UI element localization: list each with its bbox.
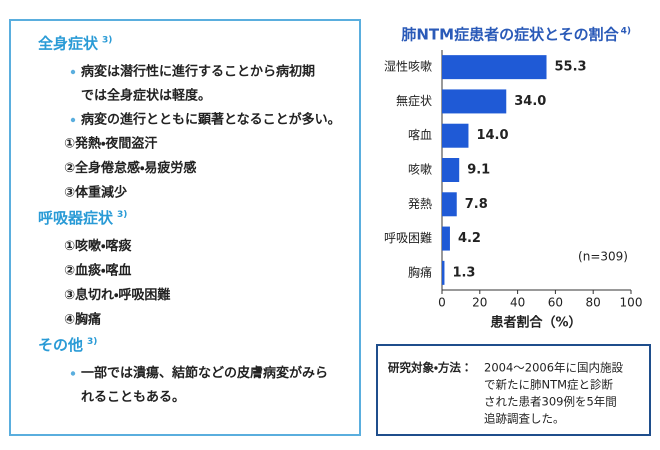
item-text: ④胸痛	[64, 312, 101, 328]
note-line: された患者309例を5年間	[484, 395, 617, 409]
section-ref: 3)	[117, 210, 127, 220]
y-tick-label: 胸痛	[408, 264, 432, 279]
bar	[442, 260, 445, 285]
item-text: 病変の進行とともに顕著となることが多い。	[81, 112, 341, 128]
note-label: 研究対象・方法：	[388, 361, 472, 375]
item-text: ①発熱・夜間盗汗	[64, 136, 157, 152]
x-tick-label: 40	[510, 296, 525, 310]
bar	[442, 158, 460, 182]
x-tick-label: 60	[548, 296, 563, 310]
bar	[442, 192, 457, 217]
x-tick-label: 80	[586, 296, 601, 310]
note-line: 追跡調査した。	[484, 412, 565, 426]
item-text: ③体重減少	[64, 185, 127, 201]
bullet	[70, 371, 76, 376]
bar	[442, 55, 547, 80]
chart-title: 肺NTM症患者の症状とその割合	[401, 26, 619, 44]
item-text: ②全身倦怠感・易疲労感	[64, 160, 196, 176]
x-axis-label: 患者割合（%）	[490, 315, 581, 331]
x-tick-label: 0	[438, 296, 446, 310]
item-text: ②血痰・喀血	[64, 263, 131, 279]
note-line: で新たに肺NTM症と診断	[484, 378, 614, 392]
section-ref: 3)	[102, 36, 112, 46]
y-tick-label: 無症状	[396, 93, 432, 108]
section-heading: その他	[38, 336, 83, 354]
value-label: 9.1	[467, 163, 490, 178]
bar	[442, 226, 450, 251]
item-text: ③息切れ・呼吸困難	[64, 287, 170, 303]
bar	[442, 123, 469, 148]
section-heading: 呼吸器症状	[38, 209, 114, 227]
y-tick-label: 咳嗽	[408, 163, 432, 177]
item-text: 一部では潰瘍、結節などの皮膚病変がみら	[81, 365, 328, 381]
y-tick-label: 呼吸困難	[384, 230, 432, 245]
value-label: 55.3	[555, 60, 587, 75]
value-label: 4.2	[458, 231, 481, 246]
item-text: ①咳嗽・喀痰	[64, 238, 132, 254]
bar	[442, 89, 507, 114]
note-box	[376, 344, 651, 436]
item-text: 病変は潜行性に進行することから病初期	[81, 64, 315, 80]
item-text: では全身症状は軽度。	[81, 88, 211, 104]
value-label: 7.8	[465, 197, 488, 212]
item-text: れることもある。	[81, 390, 185, 405]
symptom-box	[9, 19, 361, 436]
chart-title-ref: 4)	[621, 27, 631, 37]
section-ref: 3)	[87, 337, 97, 347]
section-heading: 全身症状	[38, 35, 99, 53]
y-tick-label: 発熱	[408, 197, 432, 211]
y-tick-label: 湿性咳嗽	[384, 59, 432, 74]
value-label: 1.3	[452, 265, 475, 280]
bullet	[70, 69, 76, 75]
x-tick-label: 20	[472, 296, 487, 310]
annotation: (n=309)	[578, 250, 628, 264]
bullet	[70, 117, 76, 123]
value-label: 14.0	[476, 128, 508, 143]
note-line: 2004～2006年に国内施設	[484, 361, 624, 375]
y-tick-label: 喀血	[408, 128, 432, 142]
value-label: 34.0	[514, 94, 546, 109]
x-tick-label: 100	[620, 296, 643, 310]
